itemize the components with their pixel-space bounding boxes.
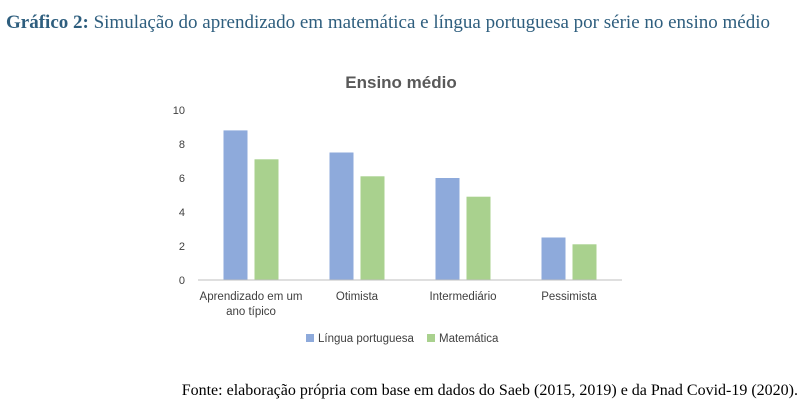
bar-matematica bbox=[572, 244, 597, 280]
bar-lingua-portuguesa bbox=[223, 130, 248, 280]
legend-label: Matemática bbox=[439, 333, 499, 345]
source-note: Fonte: elaboração própria com base em da… bbox=[181, 382, 798, 399]
chart-title: Ensino médio bbox=[345, 73, 456, 92]
bar-matematica bbox=[466, 196, 491, 280]
legend: Língua portuguesa Matemática bbox=[306, 333, 499, 345]
figure-caption: Gráfico 2: Simulação do aprendizado em m… bbox=[6, 12, 796, 34]
x-category-label: Otimista bbox=[336, 291, 379, 303]
y-axis: 0 2 4 6 8 10 bbox=[173, 105, 185, 287]
legend-swatch bbox=[306, 334, 314, 342]
y-tick-label: 8 bbox=[179, 139, 185, 151]
y-tick-label: 4 bbox=[179, 207, 185, 219]
caption-text: Simulação do aprendizado em matemática e… bbox=[88, 12, 770, 33]
bar-lingua-portuguesa bbox=[435, 178, 460, 280]
y-tick-label: 6 bbox=[179, 173, 185, 185]
x-category-label: Pessimista bbox=[541, 291, 597, 303]
bar-matematica bbox=[360, 176, 385, 280]
x-category-label: ano típico bbox=[226, 306, 276, 318]
bars bbox=[223, 130, 597, 280]
x-category-label: Aprendizado em um bbox=[200, 291, 303, 303]
caption-lead: Gráfico 2: bbox=[6, 12, 89, 33]
y-tick-label: 0 bbox=[179, 275, 185, 287]
y-tick-label: 2 bbox=[179, 241, 185, 253]
bar-lingua-portuguesa bbox=[329, 152, 354, 280]
legend-label: Língua portuguesa bbox=[318, 333, 415, 345]
bar-lingua-portuguesa bbox=[541, 237, 566, 280]
legend-swatch bbox=[427, 334, 435, 342]
bar-matematica bbox=[254, 159, 279, 280]
x-axis-labels: Aprendizado em um ano típico Otimista Inter… bbox=[200, 291, 598, 318]
x-category-label: Intermediário bbox=[429, 291, 496, 303]
y-tick-label: 10 bbox=[173, 105, 185, 117]
